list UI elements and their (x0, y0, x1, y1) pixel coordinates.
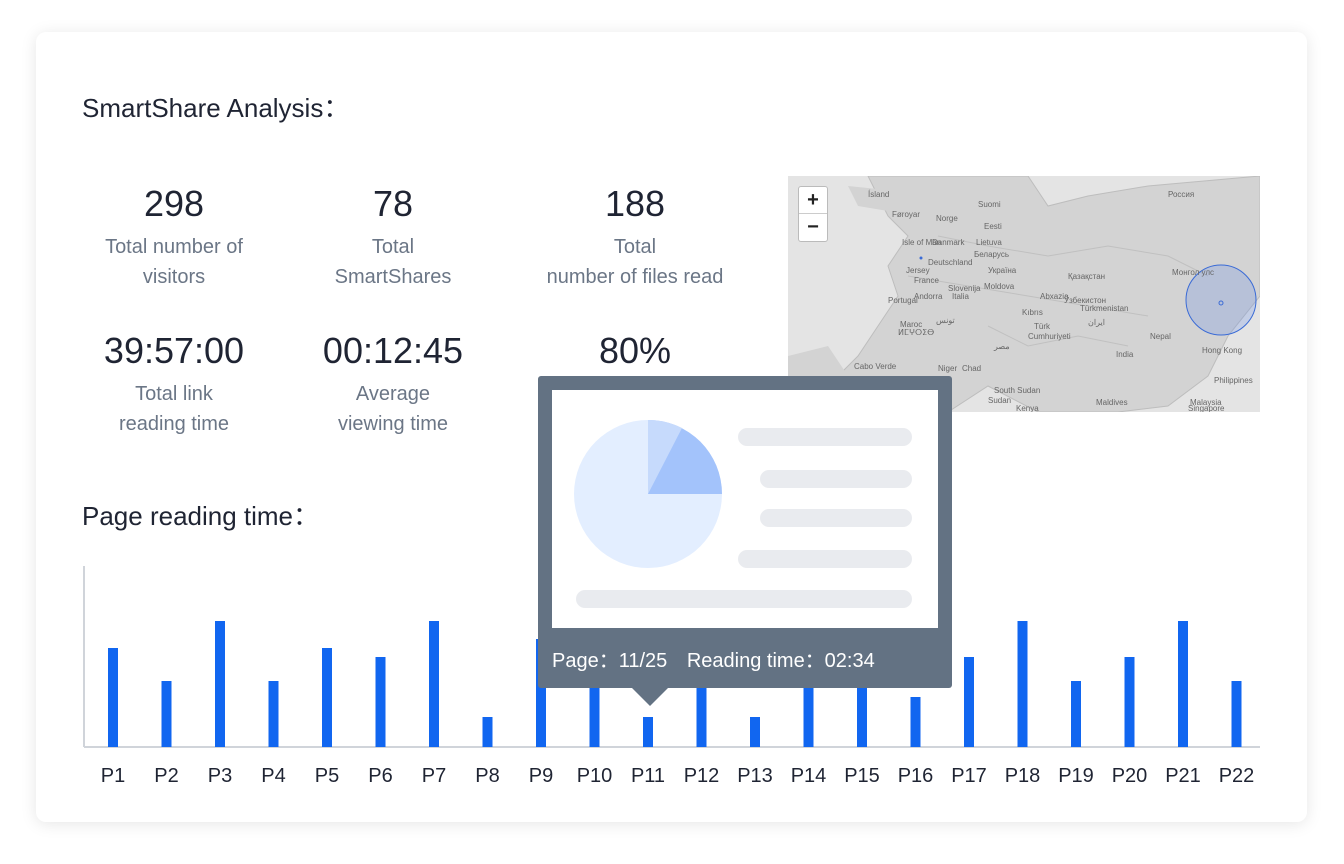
bar-p19[interactable] (1071, 681, 1081, 747)
stat-value: 188 (604, 183, 666, 224)
stat-label: Total number of visitors (105, 236, 243, 288)
stat-label: Total SmartShares (334, 236, 452, 288)
tooltip-reading-time: Reading time：02:34 (686, 650, 875, 672)
stat-label: Total number of files read (546, 236, 724, 288)
stat-percentage: 80% (525, 331, 745, 379)
stat-value: 39:57:00 (103, 330, 245, 371)
bar-p2[interactable] (161, 681, 172, 747)
bar-p1[interactable] (108, 648, 118, 747)
tooltip-info: Page：11/25 Reading time：02:34 (552, 644, 889, 673)
x-tick-label: P5 (315, 765, 339, 787)
stat-value: 298 (143, 183, 205, 224)
x-tick-label: P3 (208, 765, 232, 787)
stat-total-reading-time: 39:57:00 Total link reading time (64, 331, 284, 439)
x-tick-label: P4 (261, 765, 285, 787)
x-tick-label: P14 (791, 765, 827, 787)
page-reading-time-title: Page reading time： (82, 501, 320, 531)
x-tick-label: P7 (422, 765, 446, 787)
stat-average-viewing-time: 00:12:45 Average viewing time (283, 331, 503, 439)
stat-label: Total link reading time (118, 383, 230, 435)
bar-p10[interactable] (589, 657, 600, 747)
bar-p22[interactable] (1231, 681, 1242, 747)
bar-p17[interactable] (964, 657, 974, 747)
x-tick-label: P17 (951, 765, 987, 787)
x-tick-label: P10 (577, 765, 613, 787)
x-tick-label: P11 (631, 765, 665, 787)
x-tick-label: P21 (1165, 765, 1201, 787)
x-tick-label: P6 (368, 765, 392, 787)
x-tick-label: P12 (684, 765, 720, 787)
bar-p13[interactable] (750, 717, 760, 747)
visitor-point (1218, 300, 1224, 306)
bar-p15[interactable] (857, 681, 867, 747)
bar-p11[interactable] (643, 717, 653, 747)
visitor-region-circle (1185, 264, 1257, 336)
x-tick-label: P18 (1005, 765, 1041, 787)
x-tick-label: P9 (529, 765, 553, 787)
map-zoom-control: + − (798, 186, 828, 242)
tooltip-page-label: Page：11/25 (552, 650, 668, 672)
x-tick-label: P20 (1112, 765, 1148, 787)
zoom-out-button[interactable]: − (807, 216, 819, 238)
bar-p9[interactable] (536, 639, 546, 747)
visitor-map[interactable] (788, 176, 1260, 412)
bar-p7[interactable] (429, 621, 439, 747)
zoom-in-button[interactable]: + (799, 187, 827, 214)
bar-p6[interactable] (375, 657, 386, 747)
stat-files-read: 188 Total number of files read (525, 184, 745, 292)
bar-p8[interactable] (482, 717, 493, 747)
stat-label: Average viewing time (337, 383, 449, 435)
x-tick-label: P1 (101, 765, 125, 787)
smartshare-analysis-title: SmartShare Analysis： (82, 93, 350, 123)
page-thumbnail (552, 390, 938, 628)
x-tick-label: P22 (1219, 765, 1255, 787)
stat-total-visitors: 298 Total number of visitors (64, 184, 284, 292)
tooltip-arrow (632, 688, 668, 706)
x-tick-label: P19 (1058, 765, 1094, 787)
bar-p4[interactable] (268, 681, 279, 747)
bar-p21[interactable] (1178, 621, 1188, 747)
bar-p12[interactable] (696, 677, 707, 747)
stat-value: 80% (598, 330, 672, 371)
bar-p5[interactable] (322, 648, 332, 747)
bar-p16[interactable] (910, 697, 921, 747)
stat-total-smartshares: 78 Total SmartShares (283, 184, 503, 292)
page-preview-tooltip: Page：11/25 Reading time：02:34 (538, 376, 952, 706)
x-tick-label: P15 (844, 765, 880, 787)
visitor-point (919, 256, 923, 260)
stat-value: 00:12:45 (322, 330, 464, 371)
bar-p18[interactable] (1017, 621, 1028, 747)
bar-p3[interactable] (215, 621, 225, 747)
x-tick-label: P2 (154, 765, 178, 787)
x-tick-label: P8 (475, 765, 499, 787)
bar-p14[interactable] (803, 681, 814, 747)
bar-p20[interactable] (1124, 657, 1135, 747)
x-tick-label: P13 (737, 765, 773, 787)
x-tick-label: P16 (898, 765, 934, 787)
stat-value: 78 (372, 183, 414, 224)
